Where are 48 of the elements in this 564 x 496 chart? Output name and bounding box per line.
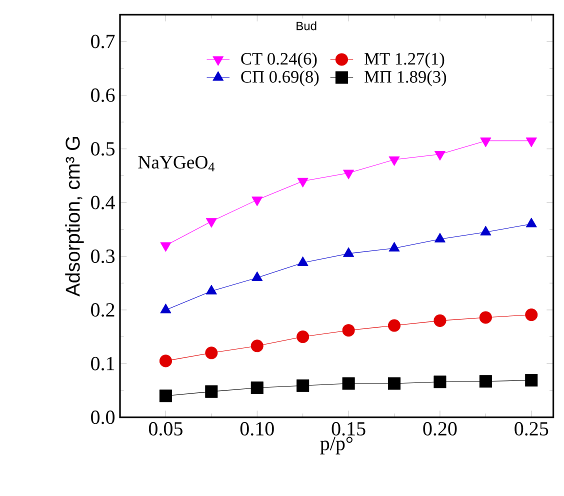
point [342,377,355,390]
x-tick-label: 0.10 [240,422,274,436]
x-axis-title: p/p° [320,436,352,454]
y-tick-label: 0.7 [91,34,115,48]
annotation: Bud [296,21,316,30]
point [479,375,492,388]
legend-label: СТ 0.24(6) [241,52,317,68]
point [159,354,172,368]
legend-label: МТ 1.27(1) [364,52,444,68]
point [525,308,538,322]
y-tick-label: 0.0 [91,410,115,424]
point [388,319,401,332]
point [388,156,400,166]
point [297,178,308,188]
point [434,376,446,388]
point [206,218,217,228]
point [342,324,355,337]
point [479,311,492,324]
point [205,385,218,398]
point [434,150,446,161]
x-tick-label: 0.25 [514,422,548,436]
y-axis-title: Adsorption, cm³ G [65,136,84,297]
y-tick-label: 0.2 [91,303,114,317]
point [525,374,538,387]
point [434,314,446,327]
point [296,379,310,392]
y-tick-label: 0.4 [91,196,115,210]
legend-label: СП 0.69(8) [241,70,319,86]
y-tick-label: 0.5 [91,142,115,156]
point [160,242,172,252]
annotation: NaYGeO$_{4}$ [138,156,215,172]
point [296,330,310,344]
point [526,138,537,148]
point [250,382,264,394]
point [343,170,354,180]
point [480,138,492,148]
x-tick-label: 0.20 [423,422,457,436]
y-tick-label: 0.3 [91,249,115,264]
x-tick-label: 0.05 [148,422,182,436]
point [250,340,264,352]
point [159,390,172,402]
legend-label: МП 1.89(3) [364,70,446,86]
point [388,377,401,390]
y-tick-label: 0.6 [91,88,115,102]
x-tick-label: 0.15 [332,422,366,436]
y-tick-label: 0.1 [91,356,114,370]
point [205,346,218,360]
point [252,196,263,206]
